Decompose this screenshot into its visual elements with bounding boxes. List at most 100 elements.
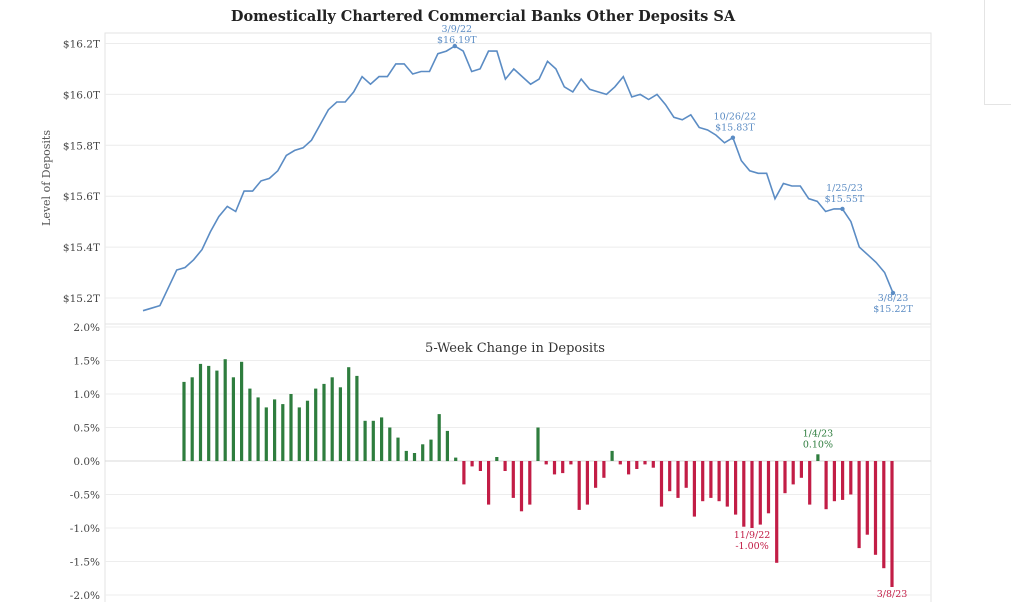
- change-bar: [577, 461, 581, 510]
- top-panel-frame: [104, 32, 932, 325]
- bar-annotation-value: -1.00%: [735, 541, 768, 552]
- y-axis-label: Level of Deposits: [40, 130, 53, 226]
- change-bar: [659, 461, 664, 507]
- change-bar: [478, 461, 482, 471]
- annotation-value: $15.55T: [825, 194, 865, 205]
- change-bar: [429, 439, 433, 461]
- change-bar: [569, 461, 573, 465]
- annotation-date: 10/26/22: [714, 112, 757, 123]
- change-bar: [462, 461, 466, 485]
- change-bar: [363, 420, 367, 461]
- change-bar: [684, 461, 688, 488]
- top-y-tick-label: $15.2T: [63, 293, 100, 305]
- change-bar: [865, 461, 869, 535]
- change-bar: [701, 461, 705, 502]
- annotation-date: 1/25/23: [826, 183, 863, 194]
- change-bar: [536, 427, 540, 461]
- change-bar: [388, 427, 392, 461]
- change-bar: [248, 388, 252, 461]
- change-bar: [503, 461, 507, 471]
- change-bar: [849, 461, 853, 495]
- change-bar: [651, 461, 655, 468]
- change-bar: [668, 461, 672, 492]
- top-y-tick-label: $15.4T: [63, 242, 100, 254]
- change-bar: [289, 394, 293, 461]
- change-bar: [305, 400, 310, 461]
- change-bar: [832, 461, 836, 502]
- change-bar: [528, 461, 532, 505]
- change-bar: [445, 430, 449, 462]
- change-bar: [717, 461, 721, 502]
- change-bar: [725, 461, 729, 507]
- annotation-value: $15.83T: [715, 123, 755, 134]
- change-bar: [585, 461, 589, 505]
- change-bar: [182, 381, 186, 461]
- bottom-y-tick-label: 2.0%: [73, 322, 100, 334]
- change-bar: [371, 420, 375, 461]
- top-y-tick-label: $16.2T: [63, 39, 100, 51]
- annotation-value: $16.19T: [437, 35, 477, 46]
- change-bar: [511, 461, 515, 498]
- change-bar: [676, 461, 680, 498]
- change-bar: [297, 407, 301, 461]
- change-bar: [890, 461, 894, 587]
- change-bar: [552, 461, 557, 475]
- change-bar: [198, 363, 203, 461]
- change-bar: [841, 461, 845, 500]
- change-bar: [223, 359, 227, 461]
- bar-annotation-date: 3/8/23: [877, 589, 908, 600]
- annotation-marker: [730, 135, 736, 140]
- deposits-series-line: [142, 45, 894, 312]
- change-bar: [380, 417, 384, 461]
- change-bar: [256, 397, 260, 461]
- change-bar: [454, 457, 458, 461]
- bar-annotation-date: 1/4/23: [803, 428, 834, 439]
- change-bar: [207, 365, 211, 461]
- change-bar: [758, 461, 762, 525]
- change-bar: [347, 367, 351, 461]
- bar-chart-title: 5-Week Change in Deposits: [425, 341, 605, 356]
- change-bar: [824, 461, 828, 510]
- annotation-marker: [890, 290, 896, 296]
- change-bar: [618, 461, 622, 465]
- annotation-marker: [452, 43, 457, 49]
- bottom-y-tick-label: -1.0%: [70, 523, 100, 535]
- annotation-date: 3/9/22: [442, 24, 473, 35]
- change-bar: [734, 461, 738, 515]
- change-bar: [742, 461, 746, 527]
- annotation-marker: [840, 206, 845, 212]
- change-bar: [437, 414, 441, 461]
- change-bar: [709, 461, 713, 498]
- change-bar: [610, 450, 614, 461]
- change-bar: [495, 457, 499, 461]
- change-bar: [857, 461, 861, 549]
- bar-annotation-value: 0.10%: [803, 439, 833, 450]
- change-bar: [273, 399, 277, 461]
- bar-annotation-date: 11/9/22: [734, 530, 771, 541]
- bottom-y-tick-label: -2.0%: [70, 590, 100, 602]
- change-bar: [783, 461, 787, 494]
- change-bar: [215, 370, 219, 462]
- change-bar: [816, 454, 820, 461]
- change-bar: [643, 461, 647, 465]
- change-bar: [355, 375, 359, 461]
- top-y-tick-label: $15.8T: [63, 140, 100, 152]
- change-bar: [775, 461, 779, 563]
- change-bar: [635, 461, 639, 469]
- change-bar: [750, 461, 754, 528]
- bottom-y-tick-label: -1.5%: [70, 557, 100, 569]
- change-bar: [544, 461, 548, 465]
- change-bar: [873, 461, 878, 555]
- change-bar: [692, 461, 696, 517]
- chart-title: Domestically Chartered Commercial Banks …: [231, 8, 736, 25]
- change-bar: [808, 461, 812, 505]
- change-bar: [338, 387, 342, 461]
- change-bar: [330, 377, 334, 462]
- change-bar: [470, 461, 474, 467]
- bottom-y-tick-label: -0.5%: [70, 490, 100, 502]
- side-panel-frame: [984, 0, 1011, 105]
- change-bar: [404, 450, 408, 461]
- change-bar: [264, 407, 268, 461]
- change-bar: [519, 461, 524, 512]
